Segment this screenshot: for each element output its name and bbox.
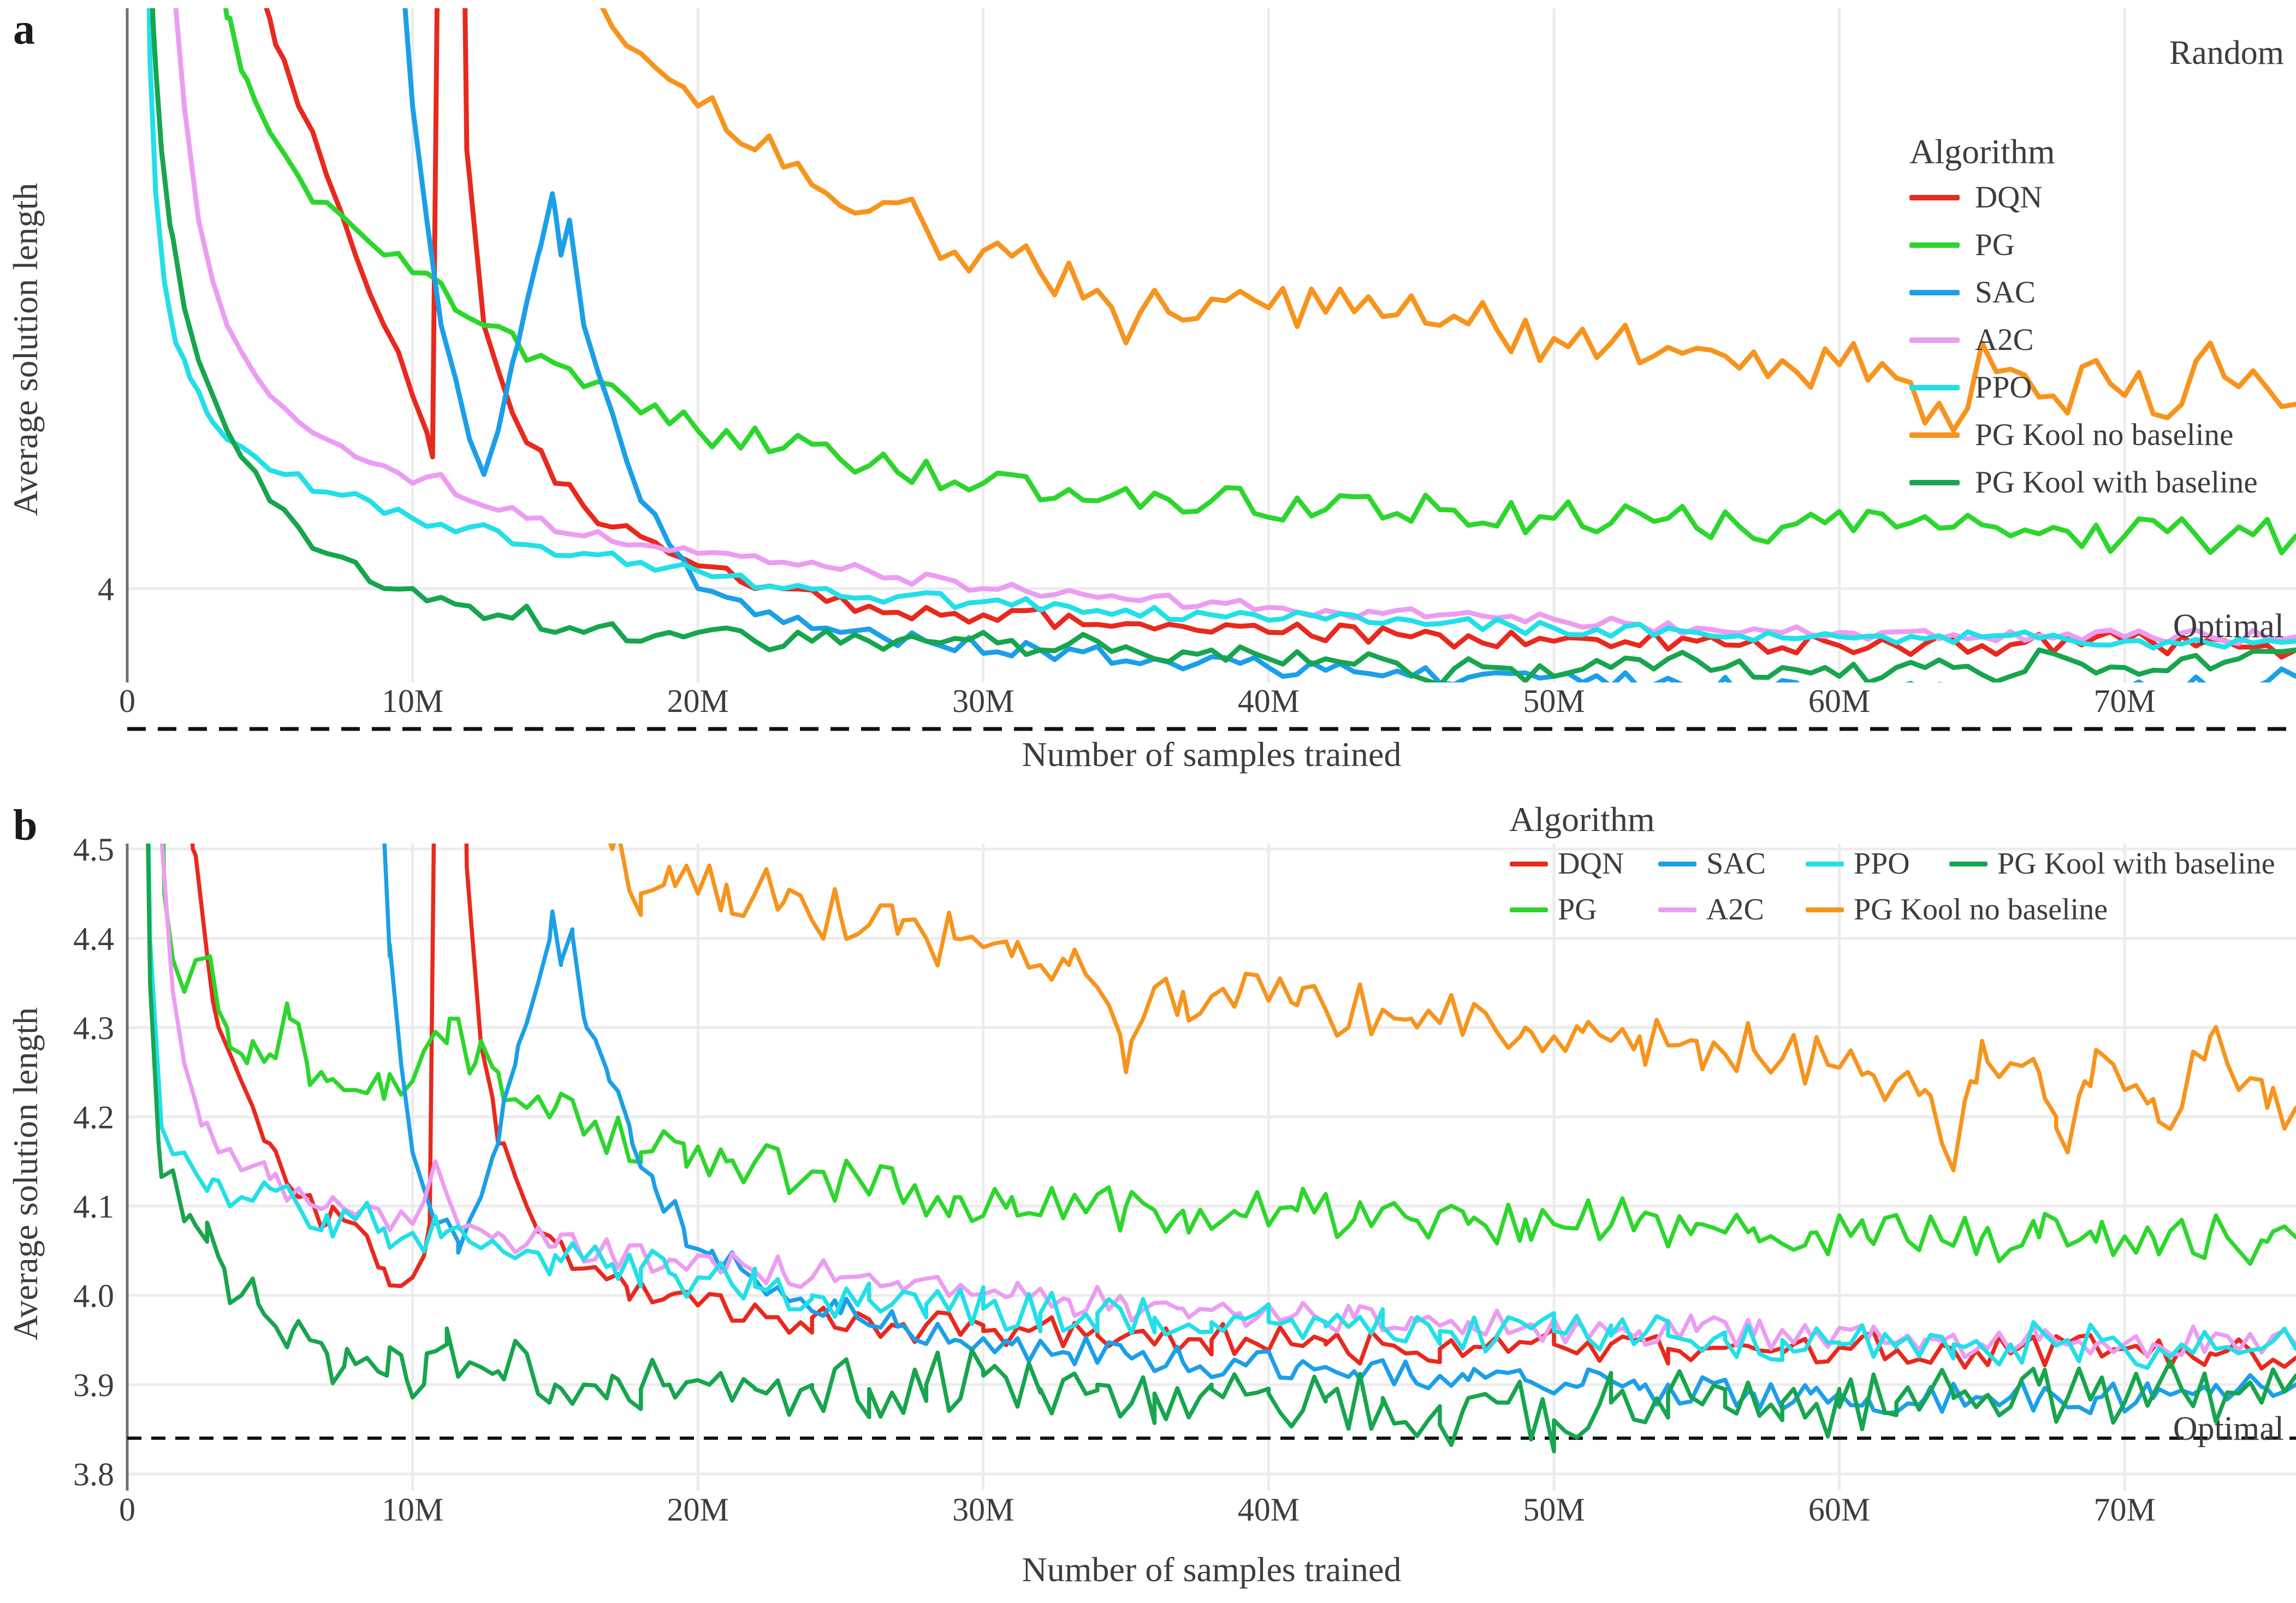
series-line-ppo xyxy=(146,844,2296,1370)
legend-item-sac: SAC xyxy=(1909,269,2258,316)
legend-item-pg: PG xyxy=(1909,221,2258,269)
series-line-pg-kool-with-baseline xyxy=(150,8,2296,682)
legend-item-sac: SAC xyxy=(1658,846,1766,881)
legend-swatch-pg xyxy=(1510,907,1548,912)
panel-a-random-line-label: Random xyxy=(2169,34,2284,72)
legend-swatch-pg-kool-with-baseline xyxy=(1909,479,1960,485)
panel-a-x-axis-title: Number of samples trained xyxy=(1022,735,1402,774)
panel-b-optimal-line-label: Optimal xyxy=(2173,1410,2284,1447)
legend-item-pg-kool-with-baseline: PG Kool with baseline xyxy=(1909,459,2258,506)
legend-item-pg-kool-with-baseline: PG Kool with baseline xyxy=(1949,846,2275,881)
legend-label: SAC xyxy=(1975,275,2036,310)
legend-swatch-pg-kool-no-baseline xyxy=(1806,907,1844,912)
legend-item-dqn: DQN xyxy=(1510,846,1624,881)
panel-b-legend-title: Algorithm xyxy=(1509,800,1655,839)
x-tick-10M: 10M xyxy=(382,1492,443,1528)
legend-label: PG Kool with baseline xyxy=(1975,465,2258,500)
panel-a-legend-title: Algorithm xyxy=(1909,132,2055,171)
x-tick-10M: 10M xyxy=(382,683,443,719)
x-tick-30M: 30M xyxy=(952,1492,1014,1528)
legend-label: SAC xyxy=(1706,847,1766,881)
legend-swatch-a2c xyxy=(1909,337,1960,343)
y-tick-4.5: 4.5 xyxy=(73,832,114,868)
legend-label: PG Kool no baseline xyxy=(1854,893,2108,927)
legend-label: PG Kool no baseline xyxy=(1975,418,2234,452)
legend-label: DQN xyxy=(1975,180,2043,215)
y-tick-4.4: 4.4 xyxy=(73,921,114,957)
x-tick-20M: 20M xyxy=(667,1492,729,1528)
panel-b-x-axis-title: Number of samples trained xyxy=(1022,1550,1402,1589)
legend-label: PG xyxy=(1975,228,2015,262)
x-tick-30M: 30M xyxy=(952,683,1014,719)
legend-swatch-pg-kool-no-baseline xyxy=(1909,432,1960,438)
series-line-ppo xyxy=(146,8,2296,651)
legend-label: PPO xyxy=(1854,847,1910,881)
panel-b-label: b xyxy=(13,802,38,850)
legend-swatch-ppo xyxy=(1806,861,1844,866)
panel-a-legend: Algorithm DQN PG SAC A2C PPO PG Kool no basel… xyxy=(1909,130,2258,506)
legend-label: PPO xyxy=(1975,370,2032,405)
x-tick-60M: 60M xyxy=(1808,683,1870,719)
legend-item-dqn: DQN xyxy=(1909,174,2258,221)
panel-b-y-axis-title: Average solution length xyxy=(6,1007,45,1341)
panel-a-optimal-line-label: Optimal xyxy=(2173,608,2284,645)
legend-swatch-pg xyxy=(1909,242,1960,248)
legend-item-ppo: PPO xyxy=(1806,846,1910,881)
panel-b-chart: 0 10M 20M 30M 40M 50M 60M 70M 3.8 3.9 4.0 4.1 4.2 4.3… xyxy=(73,832,2296,1528)
panel-a-y-axis-title: Average solution length xyxy=(6,182,45,516)
legend-swatch-ppo xyxy=(1909,384,1960,390)
series-line-a2c xyxy=(173,8,2296,646)
x-tick-70M: 70M xyxy=(2094,683,2156,719)
panel-a-legend-items: DQN PG SAC A2C PPO PG Kool no baseline PG Kool… xyxy=(1909,174,2258,506)
x-tick-60M: 60M xyxy=(1808,1492,1870,1528)
legend-swatch-a2c xyxy=(1658,907,1696,912)
series-line-sac xyxy=(402,8,2296,682)
x-tick-0: 0 xyxy=(119,683,135,719)
panel-a-label: a xyxy=(13,5,35,54)
legend-item-a2c: A2C xyxy=(1909,316,2258,364)
y-tick-3.8: 3.8 xyxy=(73,1457,114,1493)
x-tick-40M: 40M xyxy=(1238,683,1300,719)
legend-item-a2c: A2C xyxy=(1658,892,1764,927)
panel-a-chart: 010M20M30M40M50M60M70M345678910 xyxy=(98,8,2296,731)
legend-item-pg: PG xyxy=(1510,892,1597,927)
legend-label: DQN xyxy=(1558,847,1624,881)
legend-swatch-sac xyxy=(1658,861,1696,866)
legend-label: A2C xyxy=(1706,893,1764,927)
legend-label: A2C xyxy=(1975,323,2034,357)
legend-swatch-sac xyxy=(1909,289,1960,295)
series-line-pg-kool-no-baseline xyxy=(600,8,2296,434)
legend-item-pg-kool-no-baseline: PG Kool no baseline xyxy=(1806,892,2108,927)
legend-swatch-dqn xyxy=(1510,861,1548,866)
legend-label: PG xyxy=(1558,893,1597,927)
x-tick-70M: 70M xyxy=(2094,1492,2156,1528)
x-tick-0: 0 xyxy=(119,1492,135,1528)
y-tick-3.9: 3.9 xyxy=(73,1367,114,1403)
series-line-dqn xyxy=(264,8,2296,660)
series-line-pg-kool-with-baseline xyxy=(146,844,2296,1454)
series-line-pg xyxy=(223,8,2296,556)
y-tick-4.3: 4.3 xyxy=(73,1010,114,1046)
legend-label: PG Kool with baseline xyxy=(1997,847,2275,881)
x-tick-50M: 50M xyxy=(1523,683,1585,719)
panel-b-legend: Algorithm DQN SAC PPO PG Kool with baseline… xyxy=(1502,798,2292,935)
y-tick-4.0: 4.0 xyxy=(73,1278,114,1314)
legend-swatch-pg-kool-with-baseline xyxy=(1949,861,1988,866)
series-line-pg-kool-no-baseline xyxy=(608,844,2296,1173)
legend-swatch-dqn xyxy=(1909,194,1960,200)
x-tick-40M: 40M xyxy=(1238,1492,1300,1528)
y-tick-4.2: 4.2 xyxy=(73,1100,114,1136)
legend-item-ppo: PPO xyxy=(1909,364,2258,411)
y-tick-4: 4 xyxy=(98,571,114,607)
x-tick-20M: 20M xyxy=(667,683,729,719)
y-tick-4.1: 4.1 xyxy=(73,1189,114,1225)
series-line-pg xyxy=(161,844,2296,1266)
legend-item-pg-kool-no-baseline: PG Kool no baseline xyxy=(1909,411,2258,459)
x-tick-50M: 50M xyxy=(1523,1492,1585,1528)
